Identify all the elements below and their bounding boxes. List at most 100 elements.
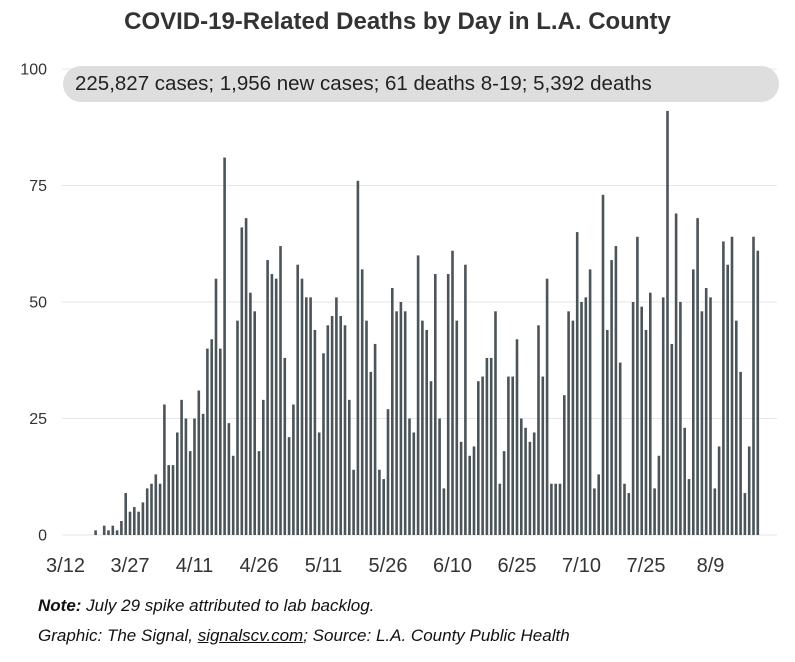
bar: [606, 329, 609, 535]
x-tick-label: 5/11: [305, 555, 342, 577]
source-link[interactable]: signalscv.com: [197, 626, 304, 645]
bar: [631, 302, 635, 535]
bar: [309, 297, 312, 535]
x-tick-label: 5/26: [369, 555, 408, 577]
bar: [296, 264, 299, 535]
bar: [240, 227, 244, 535]
bar: [167, 465, 170, 535]
bar: [640, 306, 643, 535]
bar: [610, 260, 613, 535]
bar: [597, 474, 600, 535]
bar: [743, 493, 747, 535]
bar: [434, 274, 437, 535]
bar: [649, 292, 652, 535]
bar: [541, 376, 545, 535]
bar: [292, 404, 295, 535]
summary-annotation: 225,827 cases; 1,956 new cases; 61 death…: [63, 66, 779, 102]
bar: [223, 157, 226, 536]
chart-title: COVID-19-Related Deaths by Day in L.A. C…: [124, 8, 671, 35]
bar: [726, 264, 729, 535]
bar: [563, 395, 566, 535]
bar: [588, 269, 592, 535]
bar: [180, 399, 183, 535]
note-label: Note:: [38, 596, 82, 615]
x-tick-label: 4/11: [176, 555, 213, 577]
bar: [472, 446, 476, 535]
bar: [313, 329, 317, 535]
bar: [102, 525, 106, 535]
bar: [369, 371, 373, 535]
bar: [274, 278, 278, 535]
bar: [554, 483, 557, 535]
bar: [636, 236, 639, 535]
bar: [124, 493, 127, 535]
bar: [679, 302, 682, 535]
bar: [214, 278, 218, 535]
bar: [176, 432, 179, 535]
bar: [279, 246, 282, 535]
bar: [107, 530, 110, 535]
bar: [352, 469, 355, 535]
bar: [335, 297, 338, 535]
x-tick-label: 6/10: [433, 555, 472, 577]
bar: [730, 236, 734, 535]
bar: [253, 311, 256, 535]
credit-line: Graphic: The Signal, signalscv.com; Sour…: [38, 626, 570, 646]
bar: [515, 339, 519, 535]
x-tick-label: 4/26: [240, 555, 279, 577]
bar: [395, 311, 398, 535]
bar: [700, 311, 704, 535]
bar: [403, 311, 407, 535]
bar: [683, 427, 686, 535]
bar: [348, 399, 351, 535]
bar: [249, 292, 252, 535]
bar: [756, 250, 760, 536]
bar: [670, 343, 674, 535]
bar: [133, 507, 136, 535]
bar: [373, 343, 377, 535]
bar: [257, 451, 261, 535]
bar: [317, 432, 321, 535]
bar: [657, 455, 661, 535]
bar: [455, 320, 459, 535]
bar: [468, 455, 471, 535]
bar: [618, 362, 622, 535]
bar: [150, 483, 153, 535]
bar: [520, 418, 523, 535]
bar: [717, 446, 721, 535]
bar: [722, 241, 725, 536]
credit-prefix: Graphic: The Signal,: [38, 626, 198, 645]
bar: [704, 288, 708, 535]
bar: [528, 441, 532, 535]
bar: [322, 353, 325, 535]
bar: [163, 404, 166, 535]
bar: [201, 413, 205, 535]
bar: [378, 469, 381, 535]
bar: [464, 264, 467, 535]
bar: [365, 320, 368, 535]
bar: [391, 288, 394, 535]
y-tick-label: 50: [29, 295, 47, 312]
y-tick-label: 100: [20, 62, 47, 79]
x-tick-label: 3/27: [111, 555, 150, 577]
x-tick-label: 3/12: [46, 555, 85, 577]
bar: [343, 325, 347, 535]
bar: [558, 483, 562, 535]
bar: [210, 339, 213, 535]
bar: [193, 418, 196, 535]
credit-suffix: ; Source: L.A. County Public Health: [303, 626, 570, 645]
bar: [502, 451, 506, 535]
bar: [489, 357, 493, 535]
bar: [567, 311, 570, 535]
bar: [735, 320, 738, 535]
bar: [485, 357, 489, 535]
bar: [593, 488, 596, 535]
bar: [481, 376, 484, 535]
bar: [227, 423, 231, 535]
bar: [446, 274, 450, 535]
bar: [158, 483, 162, 535]
y-axis-ticks: 0 25 50 75 100: [20, 62, 47, 545]
bar: [330, 315, 334, 535]
y-tick-label: 75: [29, 178, 47, 195]
bar: [739, 371, 742, 535]
